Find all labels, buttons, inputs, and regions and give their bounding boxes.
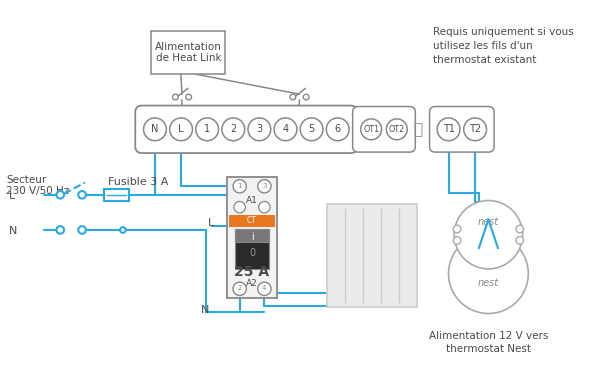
Text: Secteur
230 V/50 Hz: Secteur 230 V/50 Hz <box>6 175 70 196</box>
Text: A1: A1 <box>246 196 258 205</box>
Text: 0: 0 <box>249 248 255 258</box>
Text: T1: T1 <box>443 124 455 134</box>
Circle shape <box>326 118 349 141</box>
Text: N: N <box>151 124 158 134</box>
Bar <box>235 229 269 269</box>
Bar <box>229 215 275 227</box>
Text: L: L <box>9 191 15 201</box>
Circle shape <box>361 119 382 140</box>
Circle shape <box>258 282 271 295</box>
Text: 4: 4 <box>262 285 266 291</box>
Text: i: i <box>251 232 253 242</box>
Bar <box>227 177 277 298</box>
Text: nest: nest <box>478 278 499 288</box>
Text: Alimentation
de Heat Link: Alimentation de Heat Link <box>155 42 222 63</box>
Text: CT: CT <box>247 216 257 225</box>
Circle shape <box>274 118 297 141</box>
Text: 6: 6 <box>335 124 341 134</box>
Text: OT2: OT2 <box>389 125 405 134</box>
Circle shape <box>196 118 218 141</box>
FancyBboxPatch shape <box>135 106 358 153</box>
Text: Requis uniquement si vous
utilisez les fils d'un
thermostat existant: Requis uniquement si vous utilisez les f… <box>433 27 574 65</box>
Text: ⏚: ⏚ <box>413 122 423 137</box>
Text: Fusible 3 A: Fusible 3 A <box>108 177 168 187</box>
Text: N: N <box>9 226 17 236</box>
Circle shape <box>248 118 271 141</box>
Circle shape <box>56 226 64 234</box>
Circle shape <box>186 94 191 100</box>
Bar <box>235 229 269 242</box>
Bar <box>104 189 128 201</box>
Text: 25 A: 25 A <box>235 265 269 279</box>
Bar <box>151 31 226 74</box>
Circle shape <box>300 118 323 141</box>
Text: nest: nest <box>478 218 499 228</box>
Circle shape <box>516 225 524 233</box>
Circle shape <box>120 227 126 233</box>
Circle shape <box>386 119 407 140</box>
Circle shape <box>173 94 178 100</box>
Circle shape <box>259 201 270 213</box>
Text: L: L <box>178 124 184 134</box>
Text: Alimentation 12 V vers
thermostat Nest: Alimentation 12 V vers thermostat Nest <box>429 331 548 354</box>
Text: T2: T2 <box>469 124 481 134</box>
Text: A2: A2 <box>246 278 258 288</box>
Circle shape <box>233 282 247 295</box>
Circle shape <box>222 118 245 141</box>
FancyBboxPatch shape <box>353 106 415 152</box>
Text: L: L <box>208 218 215 228</box>
Text: 3: 3 <box>256 124 262 134</box>
Circle shape <box>143 118 166 141</box>
Circle shape <box>233 180 247 193</box>
Circle shape <box>78 191 86 199</box>
Text: 1: 1 <box>238 183 242 189</box>
Text: 5: 5 <box>308 124 315 134</box>
Text: N: N <box>201 306 209 316</box>
Text: 2: 2 <box>230 124 236 134</box>
Circle shape <box>234 201 245 213</box>
Text: 4: 4 <box>283 124 289 134</box>
Circle shape <box>303 94 309 100</box>
Circle shape <box>453 225 461 233</box>
Text: 2: 2 <box>238 285 242 291</box>
Circle shape <box>449 234 528 314</box>
Text: 1: 1 <box>204 124 210 134</box>
Circle shape <box>170 118 193 141</box>
Text: 3: 3 <box>262 183 266 189</box>
Circle shape <box>454 201 523 269</box>
Circle shape <box>78 226 86 234</box>
Circle shape <box>516 237 524 244</box>
Circle shape <box>437 118 460 141</box>
Circle shape <box>453 237 461 244</box>
Circle shape <box>290 94 296 100</box>
Circle shape <box>258 180 271 193</box>
Circle shape <box>56 191 64 199</box>
FancyBboxPatch shape <box>430 106 494 152</box>
Bar <box>327 204 417 307</box>
Text: OT1: OT1 <box>363 125 379 134</box>
Circle shape <box>464 118 487 141</box>
